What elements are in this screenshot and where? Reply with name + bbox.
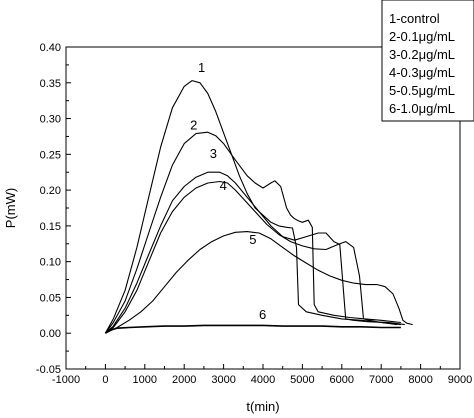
x-tick-label: 2000 bbox=[172, 374, 196, 386]
series-label-3: 3 bbox=[210, 146, 217, 161]
y-tick-label: -0.05 bbox=[36, 364, 61, 376]
series-line-2 bbox=[104, 131, 401, 334]
y-tick-label: 0.00 bbox=[40, 328, 61, 340]
y-tick-label: 0.35 bbox=[40, 78, 61, 90]
series-label-6: 6 bbox=[259, 307, 266, 322]
series-line-4 bbox=[105, 180, 401, 334]
x-tick-label: 3000 bbox=[211, 374, 235, 386]
series-line-5 bbox=[105, 231, 413, 334]
legend-box bbox=[381, 0, 474, 122]
legend-entry: 5-0.5μg/mL bbox=[389, 83, 455, 98]
x-tick-label: 4000 bbox=[251, 374, 275, 386]
y-tick-label: 0.20 bbox=[40, 185, 61, 197]
x-tick-label: 7000 bbox=[369, 374, 393, 386]
axis-tick-labels: -1000 0 1000 2000 3000 4000 5000 6000 7000 8000 90… bbox=[36, 42, 472, 386]
x-tick-label: 9000 bbox=[448, 374, 472, 386]
series-line-6 bbox=[104, 324, 401, 334]
legend-entry: 3-0.2μg/mL bbox=[389, 47, 455, 62]
x-tick-label: -1000 bbox=[52, 374, 80, 386]
legend-entry: 4-0.3μg/mL bbox=[389, 65, 455, 80]
x-tick-label: 1000 bbox=[133, 374, 157, 386]
series-line-3 bbox=[105, 171, 405, 334]
series-line-1 bbox=[104, 80, 398, 334]
y-axis-title: P(mW) bbox=[3, 188, 18, 228]
y-tick-label: 0.05 bbox=[40, 292, 61, 304]
x-tick-label: 8000 bbox=[408, 374, 432, 386]
y-tick-label: 0.30 bbox=[40, 114, 61, 126]
legend-entry: 6-1.0μg/mL bbox=[389, 101, 455, 116]
y-tick-label: 0.25 bbox=[40, 149, 61, 161]
y-tick-label: 0.15 bbox=[40, 221, 61, 233]
series-label-4: 4 bbox=[220, 178, 227, 193]
x-tick-label: 6000 bbox=[330, 374, 354, 386]
series-label-2: 2 bbox=[190, 117, 197, 132]
y-tick-label: 0.10 bbox=[40, 257, 61, 269]
legend: 1-control 2-0.1μg/mL 3-0.2μg/mL 4-0.3μg/… bbox=[381, 0, 474, 122]
legend-entry: 2-0.1μg/mL bbox=[389, 29, 455, 44]
legend-entry: 1-control bbox=[389, 11, 440, 26]
y-tick-label: 0.40 bbox=[40, 42, 61, 54]
x-tick-label: 0 bbox=[102, 374, 108, 386]
series-lines bbox=[104, 80, 413, 334]
series-label-1: 1 bbox=[198, 60, 205, 75]
x-axis-title: t(min) bbox=[246, 399, 279, 414]
series-label-5: 5 bbox=[249, 232, 256, 247]
axis-ticks bbox=[65, 46, 461, 370]
x-tick-label: 5000 bbox=[290, 374, 314, 386]
